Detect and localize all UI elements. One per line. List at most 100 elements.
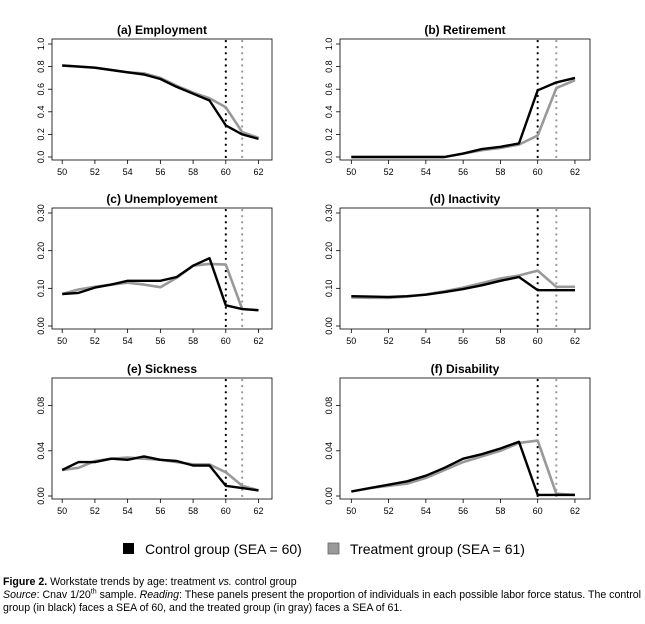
y-tick-label: 0.2 [324,128,334,141]
y-tick-label: 0.00 [36,317,46,335]
series-line-treatment [351,79,576,159]
x-tick-label: 62 [570,167,580,177]
plot-frame [51,207,273,330]
caption-title-post: control group [234,576,297,588]
plot-frame [51,38,273,161]
x-tick-label: 58 [495,336,505,346]
x-tick-label: 58 [495,506,505,516]
caption-source-sup: th [90,588,97,596]
y-tick-label: 0.00 [324,317,334,335]
x-tick-label: 52 [384,336,394,346]
x-tick-label: 62 [254,336,264,346]
caption-reading-label: Reading [139,589,180,601]
chart-panel: (d) Inactivity 50 52 54 56 58 60 62 0.00 0.10 0.20… [324,192,591,346]
y-tick-label: 0.04 [324,442,334,460]
caption-title-line: Figure 2. Workstate trends by age: treat… [3,576,643,589]
x-tick-label: 62 [570,506,580,516]
x-tick-label: 52 [384,506,394,516]
legend-swatch-control [123,543,134,554]
x-tick-label: 50 [346,167,356,177]
x-tick-label: 50 [57,336,67,346]
y-tick-label: 1.0 [36,38,46,51]
x-tick-label: 50 [346,506,356,516]
y-tick-label: 0.10 [324,280,334,298]
y-tick-label: 0.6 [324,83,334,96]
y-tick-label: 0.2 [36,128,46,141]
x-tick-label: 50 [57,167,67,177]
y-tick-label: 0.08 [324,397,334,415]
plot-frame [51,377,273,500]
chart-title: (f) Disability [431,362,500,376]
chart-title: (b) Retirement [424,23,505,37]
x-tick-label: 54 [421,506,431,516]
series-line-control [351,440,575,497]
legend-swatch-treatment [327,542,340,555]
caption-reading-text: : These panels present the proportion of… [3,589,641,614]
x-tick-label: 52 [90,506,100,516]
figure-label: Figure 2. [3,576,48,588]
series-line-control [351,275,575,299]
y-tick-label: 0.20 [36,242,46,260]
legend-label-treatment: Treatment group (SEA = 61) [350,541,525,557]
y-tick-label: 0.08 [36,397,46,415]
y-tick-label: 0.20 [324,242,334,260]
y-tick-label: 0.00 [324,487,334,505]
chart-panel: (b) Retirement 50 52 54 56 58 60 62 0.0 0.2 0.4 0.6… [324,23,591,177]
chart-title: (d) Inactivity [430,192,501,206]
x-tick-label: 54 [123,167,133,177]
x-tick-label: 62 [570,336,580,346]
caption-title-pre: Workstate trends by age: treatment [50,576,216,588]
series-line-treatment [61,262,259,312]
plot-frame [339,207,591,330]
x-tick-label: 52 [384,167,394,177]
x-tick-label: 60 [533,336,543,346]
caption-title-vs: vs. [218,576,232,588]
x-tick-label: 60 [221,336,231,346]
caption-source-label: Source [3,589,37,601]
legend-label-control: Control group (SEA = 60) [145,541,302,557]
y-tick-label: 1.0 [324,38,334,51]
y-tick-label: 0.30 [324,204,334,222]
x-tick-label: 58 [188,336,198,346]
y-tick-label: 0.30 [36,204,46,222]
x-tick-label: 52 [90,336,100,346]
chart-title: (e) Sickness [127,362,197,376]
caption-source-pre: : Cnav 1/20 [36,589,91,601]
y-tick-label: 0.00 [36,487,46,505]
figure-panels: (a) Employment 50 52 54 56 58 60 62 0.0 0.2 0.4 0.6… [36,23,591,557]
x-tick-label: 56 [155,336,165,346]
y-tick-label: 0.8 [36,60,46,73]
chart-panel: (a) Employment 50 52 54 56 58 60 62 0.0 0.2 0.4 0.6… [36,23,273,177]
x-tick-label: 56 [458,336,468,346]
x-tick-label: 58 [495,167,505,177]
caption-source-post: sample. [99,589,137,601]
series-line-control [61,455,259,492]
x-tick-label: 58 [188,167,198,177]
x-tick-label: 56 [155,506,165,516]
x-tick-label: 50 [346,336,356,346]
x-tick-label: 60 [221,506,231,516]
x-tick-label: 60 [533,506,543,516]
chart-panel: (f) Disability 50 52 54 56 58 60 62 0.00 0.04 0.08 [324,362,591,516]
x-tick-label: 58 [188,506,198,516]
series-line-control [62,257,259,312]
x-tick-label: 54 [421,167,431,177]
x-tick-label: 56 [155,167,165,177]
y-tick-label: 0.0 [36,151,46,164]
plot-frame [339,377,591,500]
x-tick-label: 52 [90,167,100,177]
x-tick-label: 54 [421,336,431,346]
x-tick-label: 50 [57,506,67,516]
x-tick-label: 56 [458,506,468,516]
series-line-control [62,64,259,141]
plot-frame [339,38,591,161]
y-tick-label: 0.6 [36,83,46,96]
x-tick-label: 54 [123,336,133,346]
y-tick-label: 0.4 [36,106,46,119]
y-tick-label: 0.10 [36,280,46,298]
series-line-treatment [351,269,575,300]
y-tick-label: 0.8 [324,60,334,73]
series-line-treatment [351,439,576,497]
x-tick-label: 56 [458,167,468,177]
caption-note: Source: Cnav 1/20th sample. Reading: The… [3,588,643,615]
